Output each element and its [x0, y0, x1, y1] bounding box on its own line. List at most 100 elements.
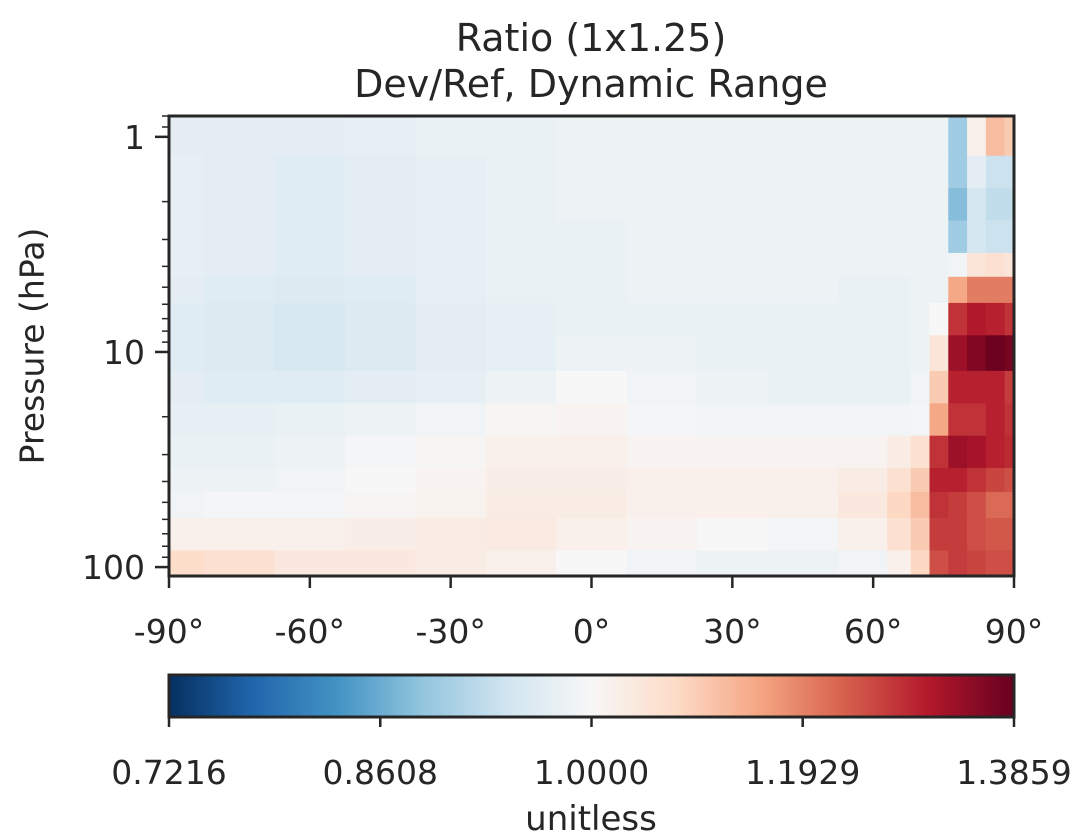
heatmap-cell — [929, 276, 949, 304]
heatmap-cell — [485, 302, 557, 336]
heatmap-cell — [910, 491, 931, 519]
heatmap-cell — [910, 155, 931, 189]
heatmap-cell — [1004, 188, 1014, 222]
heatmap-cell — [415, 335, 487, 372]
heatmap-cell — [910, 116, 931, 157]
heatmap-cell — [910, 276, 931, 304]
heatmap-cell — [910, 403, 931, 437]
heatmap-cell — [556, 302, 628, 336]
heatmap-cell — [626, 116, 698, 157]
heatmap-cell — [910, 435, 931, 469]
heatmap-cell — [967, 403, 987, 437]
heatmap-cell — [967, 518, 987, 552]
heatmap-cell — [837, 468, 888, 493]
heatmap-cell — [1004, 302, 1014, 336]
heatmap-cell — [837, 276, 888, 304]
heatmap-cell — [415, 518, 487, 552]
heatmap-cell — [967, 550, 987, 576]
heatmap-cell — [345, 435, 417, 469]
heatmap-cell — [767, 370, 839, 404]
heatmap-cell — [929, 302, 949, 336]
heatmap-cell — [948, 220, 968, 254]
heatmap-cell — [767, 518, 839, 552]
heatmap-cell — [910, 220, 931, 254]
heatmap-cell — [204, 252, 276, 278]
heatmap-cell — [837, 155, 888, 189]
heatmap-cell — [204, 188, 276, 222]
heatmap-cell — [985, 302, 1006, 336]
heatmap-cell — [485, 550, 557, 576]
heatmap-cell — [485, 116, 557, 157]
heatmap-cell — [887, 403, 912, 437]
heatmap-cell — [626, 220, 698, 254]
heatmap-cell — [626, 550, 698, 576]
heatmap-cell — [929, 518, 949, 552]
heatmap-cell — [204, 276, 276, 304]
heatmap-cell — [274, 252, 346, 278]
heatmap-cell — [948, 403, 968, 437]
heatmap-cell — [345, 252, 417, 278]
heatmap-cell — [985, 155, 1006, 189]
heatmap-cell — [169, 276, 205, 304]
chart-title: Ratio (1x1.25) — [455, 16, 727, 60]
heatmap-cell — [948, 155, 968, 189]
heatmap-cell — [204, 403, 276, 437]
heatmap-cell — [1004, 550, 1014, 576]
heatmap-cell — [887, 116, 912, 157]
heatmap-cell — [556, 188, 628, 222]
heatmap-cell — [767, 252, 839, 278]
heatmap-cell — [948, 335, 968, 372]
heatmap-cell — [345, 518, 417, 552]
heatmap-cell — [697, 276, 769, 304]
heatmap-cell — [169, 403, 205, 437]
heatmap-cell — [967, 335, 987, 372]
heatmap-cell — [837, 252, 888, 278]
heatmap-cell — [967, 220, 987, 254]
heatmap-cell — [345, 188, 417, 222]
heatmap-cell — [485, 435, 557, 469]
heatmap-cell — [985, 550, 1006, 576]
heatmap-cell — [767, 188, 839, 222]
heatmap-cell — [274, 116, 346, 157]
heatmap-cell — [1004, 370, 1014, 404]
heatmap-cell — [887, 335, 912, 372]
heatmap-cell — [345, 276, 417, 304]
heatmap-cell — [929, 468, 949, 493]
heatmap-cell — [274, 370, 346, 404]
heatmap-cell — [204, 518, 276, 552]
heatmap-cell — [887, 370, 912, 404]
heatmap-cell — [556, 491, 628, 519]
heatmap-cell — [697, 220, 769, 254]
heatmap-cell — [910, 550, 931, 576]
heatmap-cell — [697, 155, 769, 189]
colorbar-tick-label: 0.8608 — [323, 753, 438, 792]
heatmap-cell — [204, 550, 276, 576]
heatmap-cell — [837, 220, 888, 254]
heatmap-cell — [1004, 116, 1014, 157]
heatmap-cell — [204, 302, 276, 336]
heatmap-cell — [837, 335, 888, 372]
colorbar — [167, 673, 1016, 719]
heatmap-cell — [556, 155, 628, 189]
heatmap-cell — [345, 335, 417, 372]
heatmap-cell — [415, 302, 487, 336]
heatmap-cell — [887, 155, 912, 189]
heatmap-cell — [948, 116, 968, 157]
heatmap-cell — [169, 370, 205, 404]
heatmap-cell — [345, 220, 417, 254]
heatmap-cell — [415, 550, 487, 576]
heatmap-cell — [1004, 491, 1014, 519]
heatmap-cell — [485, 403, 557, 437]
heatmap-cell — [967, 491, 987, 519]
heatmap-cell — [169, 335, 205, 372]
heatmap-cell — [910, 335, 931, 372]
heatmap-cell — [626, 403, 698, 437]
heatmap-cell — [887, 468, 912, 493]
heatmap-cell — [837, 403, 888, 437]
heatmap-cell — [767, 550, 839, 576]
heatmap-cell — [697, 468, 769, 493]
heatmap-cell — [204, 435, 276, 469]
heatmap-cell — [415, 468, 487, 493]
heatmap-cell — [485, 518, 557, 552]
heatmap-cell — [910, 468, 931, 493]
